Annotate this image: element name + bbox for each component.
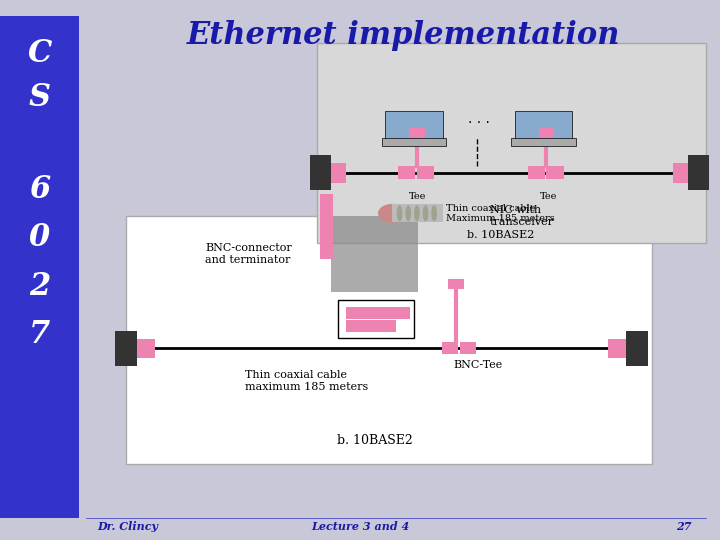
Bar — [137, 339, 155, 358]
Bar — [448, 279, 464, 289]
Bar — [539, 128, 554, 138]
Bar — [331, 216, 418, 292]
Bar — [320, 194, 333, 259]
Text: 6: 6 — [29, 173, 50, 205]
Bar — [673, 163, 688, 183]
Bar — [346, 307, 410, 319]
Bar — [338, 300, 414, 338]
Bar — [511, 138, 576, 146]
Text: Ethernet implementation: Ethernet implementation — [186, 19, 620, 51]
Text: Thin coaxial cable
Maximum 185 meters: Thin coaxial cable Maximum 185 meters — [446, 204, 555, 223]
Ellipse shape — [431, 205, 437, 221]
Text: Dr. Clincy: Dr. Clincy — [97, 521, 158, 532]
Text: Lecture 3 and 4: Lecture 3 and 4 — [311, 521, 409, 532]
Bar — [608, 339, 626, 358]
Ellipse shape — [405, 205, 411, 221]
Bar — [460, 342, 476, 354]
Bar — [382, 138, 446, 146]
Bar — [115, 330, 137, 366]
Ellipse shape — [414, 205, 420, 221]
Ellipse shape — [378, 204, 407, 222]
Text: 7: 7 — [29, 319, 50, 350]
Text: S: S — [29, 82, 50, 113]
Text: Tee: Tee — [540, 192, 557, 201]
Text: b. 10BASE2: b. 10BASE2 — [467, 230, 534, 240]
Bar — [0, 16, 79, 518]
Bar — [546, 166, 564, 179]
Ellipse shape — [423, 205, 428, 221]
Bar — [385, 111, 443, 140]
Bar — [409, 128, 425, 138]
Bar — [398, 166, 415, 179]
Bar — [417, 166, 434, 179]
Bar — [528, 166, 545, 179]
Text: Tee: Tee — [409, 192, 426, 201]
Bar — [442, 342, 458, 354]
Text: . . .: . . . — [468, 112, 490, 126]
Bar — [310, 155, 331, 190]
Text: C: C — [27, 38, 52, 70]
Text: 0: 0 — [29, 222, 50, 253]
Bar — [515, 111, 572, 140]
Bar — [346, 320, 396, 332]
Text: NIC with
transceiver: NIC with transceiver — [490, 205, 554, 227]
Text: BNC-connector
and terminator: BNC-connector and terminator — [205, 243, 292, 265]
Text: b. 10BASE2: b. 10BASE2 — [336, 434, 413, 447]
Text: 27: 27 — [675, 521, 691, 532]
Bar — [626, 330, 648, 366]
FancyBboxPatch shape — [126, 216, 652, 464]
Text: BNC-Tee: BNC-Tee — [454, 360, 503, 369]
Bar — [331, 163, 346, 183]
Text: Thin coaxial cable
maximum 185 meters: Thin coaxial cable maximum 185 meters — [245, 370, 368, 392]
FancyBboxPatch shape — [317, 43, 706, 243]
Text: 2: 2 — [29, 271, 50, 302]
Ellipse shape — [397, 205, 402, 221]
Bar — [392, 204, 443, 222]
Bar — [688, 155, 709, 190]
